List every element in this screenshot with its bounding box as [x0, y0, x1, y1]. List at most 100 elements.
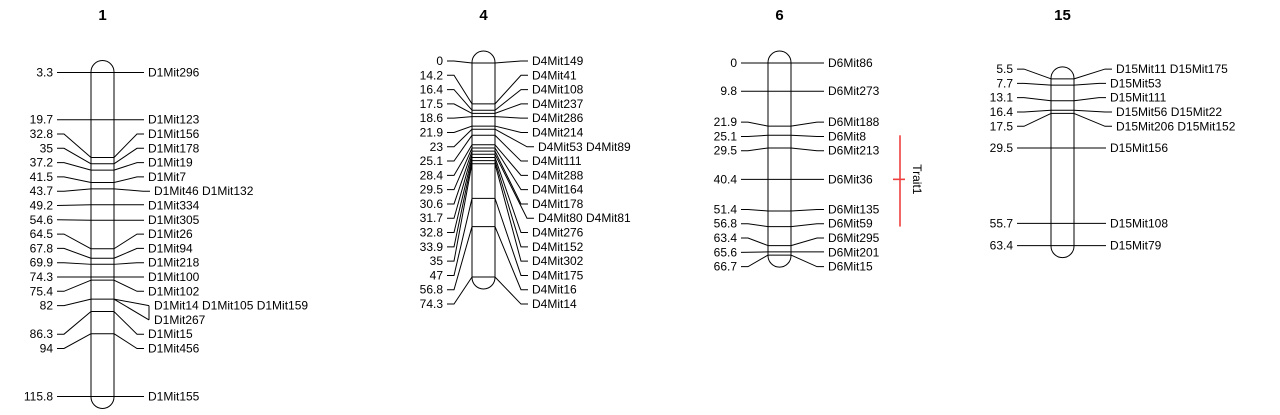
connector-right — [494, 198, 528, 276]
connector-left — [57, 247, 92, 259]
marker-label: D4Mit175 — [532, 268, 584, 282]
position-label: 55.7 — [990, 216, 1014, 230]
marker-label: D4Mit164 — [532, 183, 584, 197]
position-label: 21.9 — [420, 125, 444, 139]
marker-label: D4Mit14 — [532, 297, 577, 311]
position-label: 14.2 — [420, 68, 444, 82]
marker-label: D4Mit108 — [532, 83, 584, 97]
connector-right — [790, 134, 824, 137]
position-label: 5.5 — [996, 62, 1013, 76]
chromosome-title: 4 — [479, 7, 488, 24]
marker-label: D6Mit59 — [828, 217, 873, 231]
position-label: 115.8 — [24, 390, 53, 404]
connector-right — [113, 233, 144, 250]
position-label: 86.3 — [30, 327, 54, 341]
marker-label: D15Mit56 D15Mit22 — [1116, 105, 1222, 119]
connector-left — [447, 89, 473, 111]
marker-label: D1Mit155 — [148, 390, 200, 404]
connector-right — [494, 89, 528, 111]
connector-right — [113, 176, 144, 184]
connector-left — [741, 208, 769, 212]
connector-left — [447, 198, 473, 276]
marker-label: D4Mit214 — [532, 125, 584, 139]
position-label: 7.7 — [996, 76, 1013, 90]
position-label: 56.8 — [420, 283, 444, 297]
position-label: 82 — [40, 299, 54, 313]
connector-left — [741, 223, 769, 228]
position-label: 74.3 — [30, 270, 54, 284]
marker-label: D15Mit156 — [1110, 141, 1168, 155]
connector-right — [494, 144, 528, 176]
marker-label: D4Mit80 D4Mit81 — [538, 211, 631, 225]
position-label: 69.9 — [30, 256, 54, 270]
connector-left — [57, 279, 92, 292]
position-label: 74.3 — [420, 297, 444, 311]
marker-label: D1Mit26 — [148, 227, 193, 241]
connector-left — [57, 176, 92, 184]
connector-right — [113, 133, 144, 158]
marker-label: D1Mit334 — [148, 198, 200, 212]
connector-left — [741, 134, 769, 137]
connector-right — [494, 150, 528, 205]
connector-left — [447, 128, 473, 148]
connector-right — [494, 226, 528, 291]
chromosome-bar — [767, 50, 792, 268]
marker-label: D15Mit206 D15Mit152 — [1116, 119, 1236, 133]
marker-label: D4Mit149 — [532, 54, 584, 68]
marker-label: D6Mit8 — [828, 129, 866, 143]
marker-label: D6Mit86 — [828, 56, 873, 70]
connector-right — [790, 121, 824, 127]
connector-left — [447, 160, 473, 248]
chromosome-4: 4 0 D4Mit149 14.2 D4Mit41 16.4 D4Mit108 17.5 D4M… — [420, 7, 631, 311]
marker-label: D15Mit79 — [1110, 239, 1162, 253]
connector-right — [790, 254, 824, 268]
connector-left — [1017, 112, 1052, 127]
marker-label: D4Mit41 — [532, 68, 577, 82]
marker-label: D1Mit100 — [148, 270, 200, 284]
marker-label: D15Mit108 — [1110, 216, 1168, 230]
marker-label: D1Mit305 — [148, 213, 200, 227]
position-label: 54.6 — [30, 213, 54, 227]
connector-right — [113, 247, 144, 259]
marker-label: D1Mit14 D1Mit105 D1Mit159 — [154, 299, 308, 313]
marker-label: D4Mit53 D4Mit89 — [538, 140, 631, 154]
connector-right — [1073, 68, 1112, 80]
connector-left — [1017, 82, 1052, 86]
position-label: 67.8 — [30, 241, 54, 255]
connector-bracket — [113, 298, 150, 321]
marker-label: D6Mit15 — [828, 260, 873, 274]
position-label: 29.5 — [714, 144, 738, 158]
marker-label: D1Mit267 — [154, 313, 206, 327]
position-label: 64.5 — [30, 227, 54, 241]
position-label: 25.1 — [714, 129, 738, 143]
marker-label: D1Mit178 — [148, 141, 200, 155]
marker-label: D1Mit102 — [148, 284, 200, 298]
position-label: 29.5 — [990, 141, 1014, 155]
marker-label: D6Mit213 — [828, 144, 880, 158]
position-label: 41.5 — [30, 170, 54, 184]
marker-label: D1Mit7 — [148, 170, 186, 184]
position-label: 21.9 — [714, 115, 738, 129]
connector-left — [57, 133, 92, 158]
marker-label: D1Mit296 — [148, 66, 200, 80]
connector-left — [447, 135, 473, 162]
connector-left — [57, 162, 92, 171]
position-label: 25.1 — [420, 154, 444, 168]
position-label: 49.2 — [30, 198, 54, 212]
connector-left — [447, 276, 473, 305]
position-label: 63.4 — [990, 239, 1014, 253]
chromosome-bar — [471, 50, 496, 290]
position-label: 40.4 — [714, 172, 738, 186]
position-label: 19.7 — [30, 113, 54, 127]
connector-left — [447, 103, 473, 114]
marker-label: D15Mit11 D15Mit175 — [1116, 62, 1228, 76]
position-label: 31.7 — [420, 211, 444, 225]
position-label: 66.7 — [714, 260, 738, 274]
connector-left — [1017, 68, 1052, 80]
marker-label: D1Mit94 — [148, 241, 193, 255]
connector-right — [494, 163, 528, 262]
marker-label: D1Mit19 — [148, 156, 193, 170]
connector-right — [494, 128, 534, 148]
position-label: 51.4 — [714, 202, 738, 216]
